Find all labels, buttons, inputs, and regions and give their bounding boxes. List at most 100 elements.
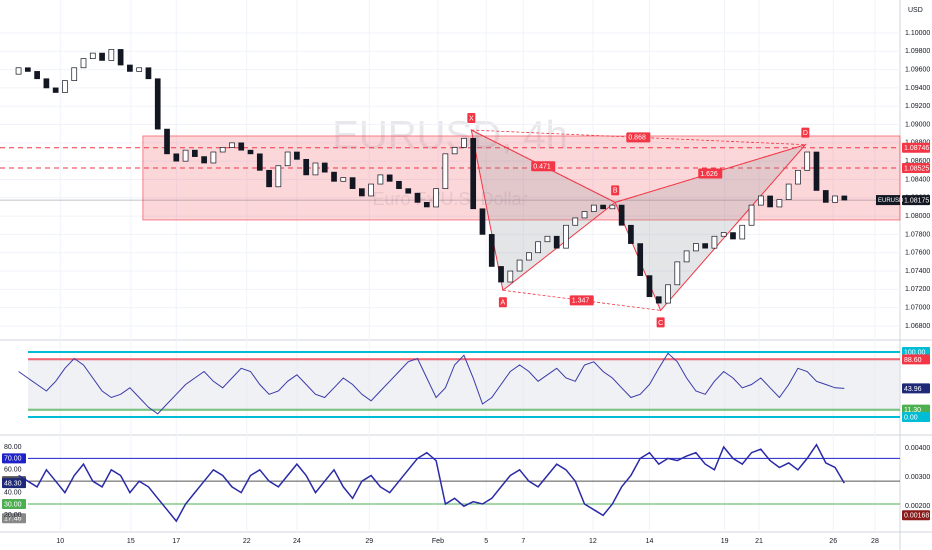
y-tick-label: 1.08600 [905, 158, 930, 165]
candle [590, 204, 597, 212]
candle [71, 67, 78, 81]
candle [822, 190, 829, 203]
candle [711, 235, 718, 249]
candle [748, 204, 755, 226]
candle [219, 147, 226, 153]
last-value-label: 48.30 [4, 480, 22, 487]
y2-marker: 0.00168 [904, 513, 929, 520]
level-label-bg [2, 498, 26, 509]
price-label: 1.08746 [904, 145, 929, 152]
ratio-label: 1.626 [700, 171, 718, 178]
candle [321, 162, 328, 173]
y-tick-label: 1.10000 [905, 30, 930, 37]
ratio-label: 1.347 [572, 298, 590, 305]
candle [730, 232, 736, 240]
candle [340, 177, 347, 182]
level-label: 17.46 [4, 516, 22, 523]
pattern-leg [615, 144, 806, 203]
x-tick-label: 5 [484, 538, 488, 545]
candle [609, 204, 616, 210]
candle [210, 151, 217, 164]
candle [526, 252, 532, 261]
level-label-bg [2, 453, 26, 464]
candle [108, 49, 115, 61]
candle [841, 195, 848, 201]
x-tick-label: 28 [871, 538, 879, 545]
candle [89, 52, 96, 59]
candle [572, 217, 579, 226]
candle [720, 232, 727, 237]
candle [136, 67, 143, 72]
candle [377, 174, 384, 185]
y-tick-label: 1.09800 [905, 48, 930, 55]
candle [563, 224, 569, 249]
level-label: 0.00 [904, 414, 918, 421]
candle [442, 153, 449, 189]
pattern-leg [502, 289, 661, 311]
pattern-point-label: X [469, 115, 474, 122]
candle [99, 52, 105, 61]
candle [544, 235, 551, 243]
candle [284, 151, 291, 167]
y-tick-label: 20.00 [4, 512, 22, 519]
candle [368, 183, 374, 197]
pattern-point-bg [801, 127, 810, 138]
band-fill [28, 359, 900, 410]
candle [331, 171, 337, 182]
last-value-label-bg [2, 478, 26, 489]
candle [405, 188, 412, 194]
candle [24, 67, 31, 72]
price-label: 1.08525 [904, 165, 929, 172]
candle [507, 270, 514, 283]
pattern-point-label: D [803, 130, 808, 137]
candle [581, 211, 588, 219]
candle [655, 296, 662, 304]
last-value-label-bg [902, 383, 930, 394]
y-tick-label: 1.06800 [905, 323, 930, 330]
x-tick-label: 24 [293, 538, 301, 545]
y-tick-label: 40.00 [4, 489, 22, 496]
y-tick-label: 1.07000 [905, 305, 930, 312]
ratio-label: 0.868 [628, 135, 646, 142]
candle [359, 188, 365, 197]
price-label: 1.08175 [904, 197, 929, 204]
level-label-bg [902, 412, 930, 423]
y-tick-label: 80.00 [4, 444, 22, 451]
candle [776, 199, 783, 208]
candle [275, 165, 282, 188]
ratio-label-bg [569, 295, 594, 306]
candle [414, 192, 421, 203]
ratio-label-bg [531, 161, 556, 172]
candle [461, 137, 467, 148]
level-label-bg [2, 513, 26, 524]
x-tick-label: 14 [646, 538, 654, 545]
y-tick-label: 1.08000 [905, 213, 930, 220]
watermark-sub: Euro Fx/U.S. Dollar [372, 189, 527, 209]
candle [795, 169, 801, 185]
candle [191, 149, 198, 157]
candle [832, 195, 838, 203]
level-label: 88.60 [904, 357, 922, 364]
candle [34, 71, 40, 80]
pattern-point-bg [467, 113, 476, 124]
level-label: 100.00 [904, 349, 926, 356]
candle [238, 142, 245, 151]
x-tick-label: 29 [365, 538, 373, 545]
x-tick-label: 17 [172, 538, 180, 545]
candle [52, 87, 59, 93]
candle [618, 204, 625, 226]
pattern-point-bg [656, 317, 665, 328]
x-tick-label: 21 [755, 538, 763, 545]
y-tick-label: 1.07600 [905, 250, 930, 257]
candle [535, 241, 541, 254]
x-tick-label: 12 [589, 538, 597, 545]
candle [470, 137, 477, 210]
currency: USD [908, 7, 923, 14]
candle [182, 149, 189, 162]
y2-marker-bg [902, 510, 930, 521]
candle [767, 195, 773, 208]
x-tick-label: 15 [127, 538, 135, 545]
candle [145, 67, 152, 80]
